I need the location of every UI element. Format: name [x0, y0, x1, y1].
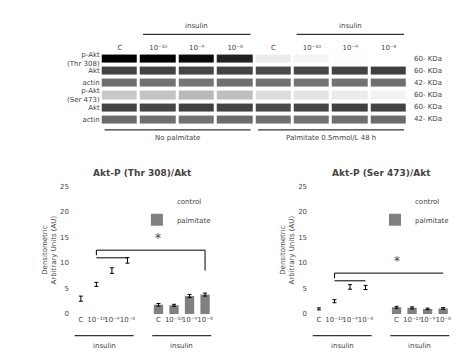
- svg-text:10: 10: [298, 259, 307, 267]
- svg-text:42- KDa: 42- KDa: [414, 79, 442, 87]
- svg-text:20: 20: [60, 208, 69, 216]
- svg-text:10⁻⁸: 10⁻⁸: [120, 316, 136, 324]
- svg-text:10⁻¹⁰: 10⁻¹⁰: [149, 44, 167, 52]
- svg-text:10⁻⁸: 10⁻⁸: [358, 316, 374, 324]
- svg-text:insulin: insulin: [93, 342, 116, 350]
- svg-text:p-Akt(Ser 473): p-Akt(Ser 473): [67, 87, 100, 104]
- svg-text:5: 5: [65, 285, 69, 293]
- svg-text:No palmitate: No palmitate: [155, 134, 200, 142]
- svg-text:C: C: [156, 316, 161, 324]
- svg-text:10⁻¹⁰: 10⁻¹⁰: [165, 316, 183, 324]
- svg-text:10⁻¹⁰: 10⁻¹⁰: [87, 316, 105, 324]
- svg-text:20: 20: [298, 208, 307, 216]
- svg-text:42- KDa: 42- KDa: [414, 115, 442, 123]
- svg-text:*: *: [394, 254, 400, 268]
- svg-text:10⁻¹⁰: 10⁻¹⁰: [403, 316, 421, 324]
- svg-text:DensitometricArbitrary Units (: DensitometricArbitrary Units (AU): [41, 216, 58, 285]
- svg-text:10⁻¹⁰: 10⁻¹⁰: [325, 316, 343, 324]
- svg-text:C: C: [78, 316, 83, 324]
- svg-text:0: 0: [65, 310, 69, 318]
- svg-text:C: C: [317, 316, 322, 324]
- svg-text:Akt-P (Thr 308)/Akt: Akt-P (Thr 308)/Akt: [93, 168, 192, 178]
- svg-text:25: 25: [298, 183, 307, 191]
- svg-text:15: 15: [60, 234, 69, 242]
- svg-text:10⁻¹⁰: 10⁻¹⁰: [303, 44, 321, 52]
- svg-text:5: 5: [303, 285, 307, 293]
- svg-text:Palmitate 0.5mmol/L 48 h: Palmitate 0.5mmol/L 48 h: [286, 134, 376, 142]
- svg-text:10⁻⁹: 10⁻⁹: [104, 316, 120, 324]
- svg-text:Akt-P (Ser 473)/Akt: Akt-P (Ser 473)/Akt: [332, 168, 431, 178]
- svg-text:10⁻⁹: 10⁻⁹: [342, 316, 358, 324]
- svg-text:insulin: insulin: [185, 22, 208, 30]
- svg-text:10⁻⁸: 10⁻⁸: [227, 44, 243, 52]
- svg-text:insulin: insulin: [339, 22, 362, 30]
- svg-text:0: 0: [303, 310, 307, 318]
- svg-text:C: C: [117, 44, 122, 52]
- svg-text:60- KDa: 60- KDa: [414, 55, 442, 63]
- svg-text:*: *: [155, 231, 161, 245]
- svg-text:60- KDa: 60- KDa: [414, 91, 442, 99]
- svg-text:actin: actin: [82, 79, 99, 87]
- svg-text:10⁻⁸: 10⁻⁸: [381, 44, 397, 52]
- svg-text:C: C: [394, 316, 399, 324]
- svg-text:60- KDa: 60- KDa: [414, 103, 442, 111]
- svg-text:insulin: insulin: [331, 342, 354, 350]
- svg-text:10: 10: [60, 259, 69, 267]
- svg-text:10⁻⁸: 10⁻⁸: [197, 316, 213, 324]
- svg-text:insulin: insulin: [408, 342, 431, 350]
- svg-text:actin: actin: [82, 116, 99, 124]
- svg-text:palmitate: palmitate: [177, 217, 211, 225]
- svg-text:10⁻⁹: 10⁻⁹: [182, 316, 198, 324]
- svg-text:10⁻⁸: 10⁻⁸: [435, 316, 451, 324]
- svg-text:10⁻⁹: 10⁻⁹: [189, 44, 205, 52]
- svg-text:25: 25: [60, 183, 69, 191]
- svg-text:15: 15: [298, 234, 307, 242]
- svg-text:60- KDa: 60- KDa: [414, 67, 442, 75]
- svg-text:Akt: Akt: [88, 67, 100, 75]
- svg-text:Akt: Akt: [88, 104, 100, 112]
- svg-text:C: C: [271, 44, 276, 52]
- svg-text:control: control: [415, 198, 439, 206]
- svg-text:insulin: insulin: [170, 342, 193, 350]
- svg-text:palmitate: palmitate: [415, 217, 449, 225]
- svg-text:DensitometricArbitrary Units (: DensitometricArbitrary Units (AU): [279, 216, 296, 285]
- svg-text:10⁻⁹: 10⁻⁹: [343, 44, 359, 52]
- svg-text:p-Akt(Thr 308): p-Akt(Thr 308): [67, 51, 100, 68]
- svg-text:control: control: [177, 198, 201, 206]
- svg-text:10⁻⁹: 10⁻⁹: [420, 316, 436, 324]
